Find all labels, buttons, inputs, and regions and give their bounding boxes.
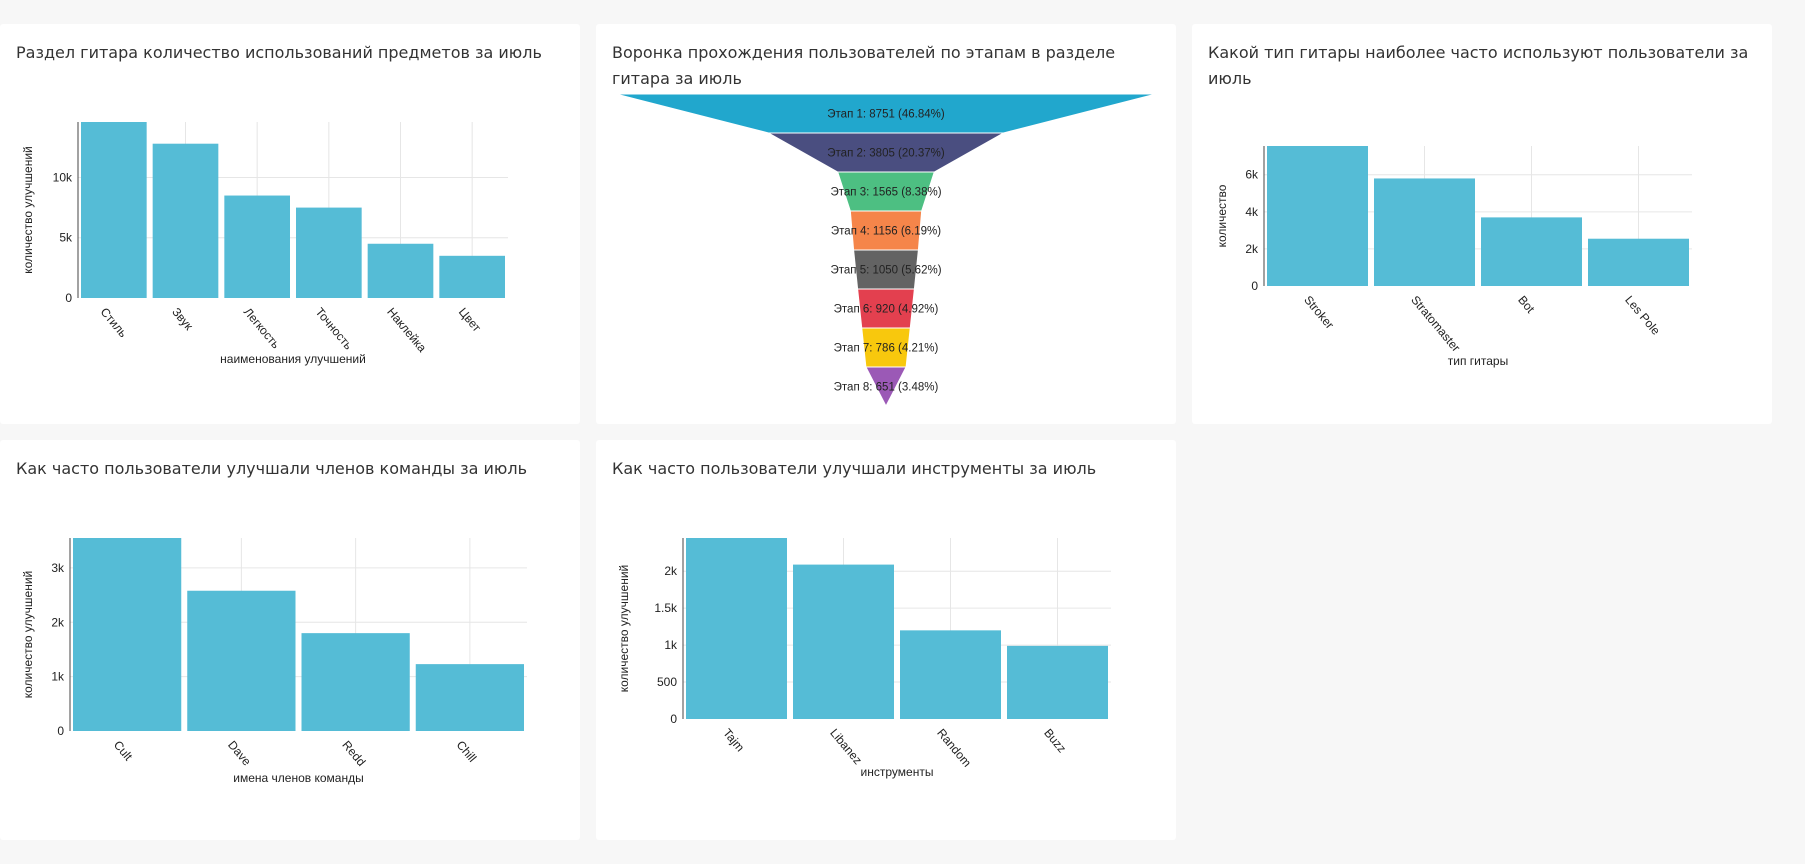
chart4-bar[interactable] (73, 538, 182, 731)
chart4-ytick-label: 0 (57, 724, 64, 738)
chart3-x-axis-title: тип гитары (1448, 354, 1508, 368)
chart5-ytick-label: 500 (657, 675, 677, 689)
chart4-plot[interactable]: 0 1k 2k 3k Cult Dave Redd Chill имена членов ком… (0, 440, 580, 840)
chart5-plot[interactable]: 0 500 1k 1.5k 2k Tajm Libanez Random Buzz инструм… (596, 440, 1176, 840)
chart5-ytick-label: 2k (664, 564, 678, 578)
chart1-bar[interactable] (367, 243, 434, 298)
card-chart4: Как часто пользователи улучшали членов к… (0, 440, 580, 840)
chart4-ytick-label: 2k (51, 615, 65, 629)
chart5-bar[interactable] (900, 630, 1001, 719)
chart5-xtick-label: Tajm (720, 726, 747, 754)
chart1-bar[interactable] (296, 207, 362, 298)
chart1-title: Раздел гитара количество использований п… (16, 43, 542, 62)
chart4-xtick-label: Redd (339, 738, 368, 769)
chart5-xtick-label: Libanez (827, 726, 865, 767)
chart2-stage-label: Этап 2: 3805 (20.37%) (827, 148, 945, 160)
chart2-stage-label: Этап 3: 1565 (8.38%) (830, 187, 941, 199)
chart1-bar[interactable] (439, 255, 505, 298)
chart4-y-axis-title: количество улучшений (21, 571, 35, 699)
chart4-ytick-label: 3k (51, 561, 65, 575)
chart2-funnel[interactable]: Этап 1: 8751 (46.84%) Этап 2: 3805 (20.37… (596, 24, 1176, 424)
chart4-bar[interactable] (415, 664, 524, 731)
chart3-ytick-label: 4k (1245, 205, 1259, 219)
chart4-x-axis-title: имена членов команды (233, 771, 363, 785)
chart2-stage-label: Этап 8: 651 (3.48%) (834, 382, 939, 394)
chart5-bar[interactable] (686, 538, 787, 719)
chart5-bar[interactable] (1007, 645, 1108, 719)
chart1-xtick-label: Точность (313, 305, 356, 352)
chart3-xtick-label: Les Pole (1622, 293, 1663, 338)
chart3-y-axis-title: количество (1215, 184, 1229, 247)
chart3-xtick-label: Bot (1515, 293, 1538, 316)
chart5-xtick-label: Random (934, 726, 974, 770)
chart4-title: Как часто пользователи улучшали членов к… (16, 459, 528, 478)
chart1-ytick-label: 0 (65, 291, 72, 305)
chart3-title: Какой тип гитары наиболее часто использу… (1208, 43, 1749, 88)
chart3-bar[interactable] (1588, 238, 1689, 286)
chart2-stage-label: Этап 6: 920 (4.92%) (834, 304, 939, 316)
chart5-ytick-label: 1.5k (654, 601, 678, 615)
chart1-xtick-label: Наклейка (384, 305, 429, 355)
chart5-x-axis-title: инструменты (861, 765, 934, 779)
chart4-xtick-label: Cult (111, 738, 136, 764)
chart3-xtick-label: Stroker (1301, 293, 1337, 332)
chart1-bar[interactable] (224, 195, 290, 298)
chart3-plot[interactable]: 0 2k 4k 6k Stroker Stratomaster Bot Les Pole тип… (1192, 24, 1772, 424)
chart3-bar[interactable] (1374, 178, 1475, 286)
chart4-ytick-label: 1k (51, 670, 65, 684)
chart3-ytick-label: 6k (1245, 168, 1259, 182)
chart5-ytick-label: 0 (670, 712, 677, 726)
chart2-funnel-segment[interactable] (865, 366, 907, 408)
chart4-bar[interactable] (187, 590, 296, 731)
chart4-xtick-label: Chill (454, 738, 480, 765)
chart1-ytick-label: 5k (59, 231, 73, 245)
chart5-title: Как часто пользователи улучшали инструме… (612, 459, 1097, 478)
chart2-stage-label: Этап 7: 786 (4.21%) (834, 343, 939, 355)
card-chart2: Воронка прохождения пользователей по эта… (596, 24, 1176, 424)
chart4-xtick-label: Dave (225, 738, 254, 769)
chart1-xtick-label: Цвет (456, 305, 484, 335)
chart2-title: Воронка прохождения пользователей по эта… (612, 43, 1116, 88)
chart3-bar[interactable] (1267, 146, 1368, 286)
chart2-stage-label: Этап 1: 8751 (46.84%) (827, 109, 945, 121)
chart3-ytick-label: 0 (1251, 279, 1258, 293)
chart5-bar[interactable] (793, 564, 894, 719)
chart5-ytick-label: 1k (664, 638, 678, 652)
card-chart5: Как часто пользователи улучшали инструме… (596, 440, 1176, 840)
chart1-bar[interactable] (81, 122, 147, 298)
chart4-bar[interactable] (301, 633, 410, 731)
chart3-ytick-label: 2k (1245, 242, 1259, 256)
card-chart3: Какой тип гитары наиболее часто использу… (1192, 24, 1772, 424)
chart1-plot[interactable]: 0 5k 10k Стиль Звук Легкость Точность Наклейка Ц… (0, 24, 580, 424)
chart2-stage-label: Этап 5: 1050 (5.62%) (830, 265, 941, 277)
chart3-bar[interactable] (1481, 217, 1582, 286)
chart1-xtick-label: Легкость (241, 305, 283, 351)
chart5-xtick-label: Buzz (1041, 726, 1069, 755)
chart1-bar[interactable] (152, 143, 219, 298)
chart1-x-axis-title: наименования улучшений (220, 352, 366, 366)
chart1-xtick-label: Стиль (98, 305, 131, 340)
card-chart1: Раздел гитара количество использований п… (0, 24, 580, 424)
chart3-xtick-label: Stratomaster (1408, 293, 1463, 355)
chart1-ytick-label: 10k (53, 170, 73, 184)
chart2-stage-label: Этап 4: 1156 (6.19%) (831, 226, 941, 238)
chart1-xtick-label: Звук (169, 305, 196, 333)
chart1-y-axis-title: количество улучшений (21, 146, 35, 274)
chart5-y-axis-title: количество улучшений (617, 565, 631, 693)
